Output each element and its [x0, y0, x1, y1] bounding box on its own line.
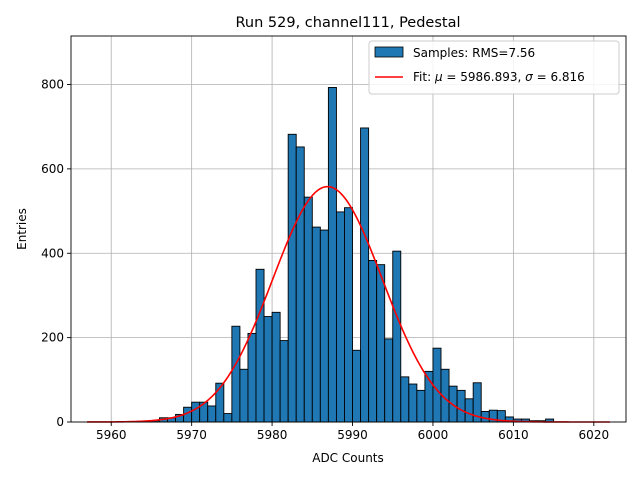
histogram-bar — [400, 376, 410, 423]
histogram-bar — [247, 332, 257, 423]
histogram-bar — [368, 259, 378, 423]
x-tick-label: 6020 — [579, 428, 610, 442]
y-tick-label: 0 — [56, 415, 64, 429]
histogram-bar — [191, 401, 201, 423]
histogram-bar — [416, 389, 426, 423]
histogram-bar — [263, 316, 273, 423]
legend-fit-sigma-value: = 6.816 — [533, 70, 585, 84]
y-tick-label: 400 — [41, 246, 64, 260]
histogram-bar — [408, 383, 418, 423]
chart-title: Run 529, channel111, Pedestal — [235, 15, 460, 31]
histogram-bars — [134, 87, 555, 423]
histogram-bar — [464, 398, 474, 423]
legend-fit-sigma-symbol: σ — [525, 70, 533, 84]
histogram-bar — [344, 207, 353, 423]
histogram-bar — [271, 311, 281, 423]
histogram-bar — [480, 411, 490, 423]
histogram-bar — [384, 338, 394, 423]
y-tick-label: 800 — [41, 78, 64, 92]
x-tick-label: 6010 — [498, 428, 529, 442]
histogram-bar — [295, 146, 305, 423]
plot-frame — [70, 35, 627, 423]
histogram-bar — [352, 349, 362, 423]
histogram-bar — [239, 368, 249, 423]
histogram-bar — [327, 87, 337, 423]
legend-label-samples: Samples: RMS=7.56 — [413, 46, 535, 60]
histogram-bar — [335, 211, 345, 423]
histogram-bar — [311, 226, 321, 423]
histogram-bar — [255, 268, 265, 423]
y-tick-label: 600 — [41, 162, 64, 176]
legend-fit-mu-symbol: μ — [434, 70, 443, 84]
legend-swatch-samples — [374, 46, 404, 58]
legend-fit-prefix: Fit: — [413, 70, 435, 84]
histogram-bar — [376, 264, 386, 423]
histogram-bar — [223, 413, 233, 423]
histogram-bar — [456, 389, 466, 423]
x-tick-label: 5980 — [257, 428, 288, 442]
x-axis-ticks: 5960 5970 5980 5990 6000 6010 6020 — [96, 422, 609, 442]
legend-fit-mu-value: = 5986.893, — [443, 70, 526, 84]
x-tick-label: 5970 — [176, 428, 207, 442]
y-axis-ticks: 0 200 400 600 800 — [41, 78, 71, 429]
legend-box — [368, 40, 620, 95]
histogram-bar — [319, 229, 329, 423]
histogram-bar — [432, 347, 442, 423]
x-tick-label: 5960 — [96, 428, 127, 442]
y-axis-label: Entries — [15, 208, 29, 250]
histogram-bar — [392, 250, 402, 423]
legend: Samples: RMS=7.56 Fit: μ = 5986.893, σ =… — [368, 40, 620, 95]
x-tick-label: 6000 — [418, 428, 449, 442]
legend-label-fit: Fit: μ = 5986.893, σ = 6.816 — [413, 70, 585, 84]
histogram-bar — [231, 325, 241, 423]
histogram-bar — [287, 133, 297, 423]
y-tick-label: 200 — [41, 331, 64, 345]
histogram-bar — [279, 340, 289, 423]
x-tick-label: 5990 — [337, 428, 368, 442]
histogram-bar — [360, 127, 370, 423]
histogram-bar — [303, 196, 313, 423]
x-axis-label: ADC Counts — [312, 451, 384, 465]
histogram-bar — [207, 405, 217, 423]
